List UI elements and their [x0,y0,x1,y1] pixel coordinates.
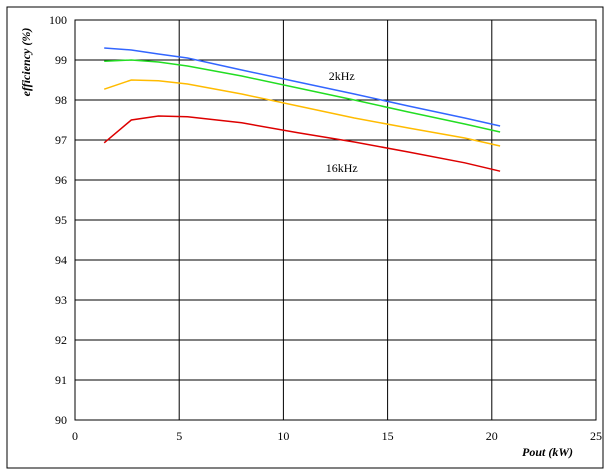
x-tick-label: 5 [176,429,182,443]
series-line-1 [104,59,501,133]
y-axis-label: efficiency (%) [19,28,33,97]
y-tick-label: 94 [55,253,67,267]
y-tick-label: 95 [55,213,67,227]
y-tick-label: 90 [55,413,67,427]
annotation-label: 16kHz [326,161,358,175]
annotations: 2kHz 16kHz [326,69,358,175]
x-tick-label: 0 [72,429,78,443]
y-tick-label: 99 [55,53,67,67]
annotation-label: 2kHz [329,69,355,83]
x-tick-label: 15 [382,429,394,443]
y-tick-labels: 90 91 92 93 94 95 96 97 98 99 100 [49,13,67,427]
series-group [103,47,501,172]
x-tick-label: 10 [277,429,289,443]
y-tick-label: 98 [55,93,67,107]
x-axis-label: Pout (kW) [522,445,573,459]
x-tick-label: 20 [486,429,498,443]
y-tick-label: 100 [49,13,67,27]
y-tick-label: 96 [55,173,67,187]
series-line-0 [104,47,501,127]
y-tick-label: 93 [55,293,67,307]
y-tick-label: 92 [55,333,67,347]
y-tick-label: 91 [55,373,67,387]
x-tick-labels: 0 5 10 15 20 25 [72,429,602,443]
plot-area [74,19,597,421]
y-tick-label: 97 [55,133,67,147]
x-tick-label: 25 [590,429,602,443]
chart-frame [6,6,604,469]
series-line-2 [103,79,501,147]
series-line-3 [103,115,501,172]
